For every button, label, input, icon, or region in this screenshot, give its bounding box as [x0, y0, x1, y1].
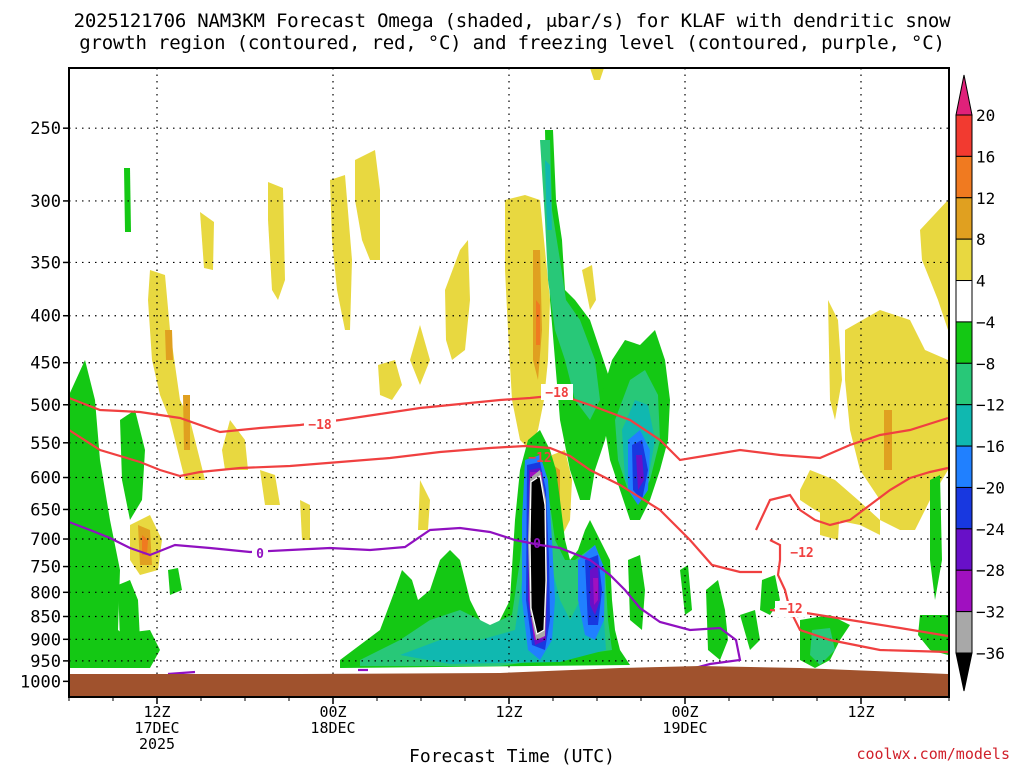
- x-tick-label: 00Z: [671, 703, 698, 721]
- y-tick-label: 1000: [20, 672, 61, 692]
- colorbar-segment: [955, 321, 973, 364]
- colorbar-label: 12: [976, 189, 995, 208]
- colorbar-label: 20: [976, 106, 995, 125]
- colorbar-label: −16: [976, 437, 1005, 456]
- y-tick-label: 900: [30, 630, 61, 650]
- colorbar-segment: [955, 280, 973, 323]
- contour-label-dgz-18-b: −18: [545, 386, 569, 401]
- contour-label-dgz-12-a: −12: [528, 451, 551, 466]
- contour-label-freezing-b: 0: [533, 537, 541, 552]
- y-tick-label: 600: [30, 469, 61, 489]
- chart-title-line2: growth region (contoured, red, °C) and f…: [79, 32, 945, 54]
- y-tick-label: 450: [30, 354, 61, 374]
- colorbar-segment: [955, 155, 973, 199]
- colorbar-segment: [955, 569, 973, 613]
- y-tick-label: 850: [30, 608, 61, 628]
- grid-lines: [69, 68, 949, 697]
- y-tick-label: 350: [30, 253, 61, 273]
- y-tick-label: 550: [30, 434, 61, 454]
- colorbar-label: 4: [976, 272, 986, 291]
- colorbar-segment: [955, 528, 973, 571]
- colorbar-segment: [955, 611, 973, 654]
- source-credit: coolwx.com/models: [856, 745, 1010, 763]
- y-tick-label: 750: [30, 558, 61, 578]
- colorbar-segment: [955, 445, 973, 488]
- contour-labels: −18 −18 −12 −12 −12 0 0: [252, 384, 818, 617]
- colorbar-label: −24: [976, 520, 1005, 539]
- y-tick-label: 300: [30, 192, 61, 212]
- colorbar-arrow-top: [955, 74, 973, 116]
- contour-label-dgz-12-c: −12: [779, 602, 802, 617]
- colorbar-label: −28: [976, 561, 1005, 580]
- x-tick-label: 00Z: [319, 703, 346, 721]
- contour-label-dgz-12-b: −12: [790, 546, 813, 561]
- colorbar-label: −20: [976, 478, 1005, 497]
- colorbar-segment: [955, 238, 973, 282]
- y-tick-label: 700: [30, 530, 61, 550]
- colorbar-label: 8: [976, 230, 986, 249]
- omega-shading: [69, 68, 948, 690]
- y-tick-label: 950: [30, 652, 61, 672]
- y-tick-label: 800: [30, 583, 61, 603]
- x-tick-label: 18DEC: [310, 719, 355, 737]
- colorbar-label: −12: [976, 396, 1005, 415]
- y-tick-label: 500: [30, 396, 61, 416]
- x-tick-label: 12Z: [495, 703, 522, 721]
- colorbar-label: −4: [976, 313, 995, 332]
- colorbar-segment: [955, 404, 973, 447]
- colorbar-segment: [955, 197, 973, 240]
- x-tick-label: 17DEC: [134, 719, 179, 737]
- colorbar-arrow-bottom: [955, 652, 973, 692]
- x-axis-title: Forecast Time (UTC): [409, 746, 615, 767]
- colorbar-label: −32: [976, 603, 1005, 622]
- y-tick-label: 650: [30, 500, 61, 520]
- x-tick-label: 19DEC: [662, 719, 707, 737]
- colorbar-label: 16: [976, 147, 995, 166]
- omega-colorbar: 20 16 12 8 4 −4 −8 −12 −16 −20 −24 −28 −32 −36: [955, 74, 1005, 692]
- contour-label-dgz-18-a: −18: [308, 418, 332, 433]
- x-tick-label: 2025: [139, 735, 175, 753]
- y-tick-label: 250: [30, 119, 61, 139]
- y-tick-label: 400: [30, 307, 61, 327]
- colorbar-label: −36: [976, 644, 1005, 663]
- y-axis: 2503003504004505005506006507007508008509…: [20, 119, 69, 692]
- chart-title-line1: 2025121706 NAM3KM Forecast Omega (shaded…: [73, 10, 951, 32]
- colorbar-label: −8: [976, 354, 995, 373]
- colorbar-segment: [955, 114, 973, 157]
- x-tick-label: 12Z: [847, 703, 874, 721]
- x-tick-label: 12Z: [143, 703, 170, 721]
- colorbar-segment: [955, 362, 973, 406]
- contour-label-freezing-a: 0: [256, 547, 264, 562]
- colorbar-segment: [955, 486, 973, 530]
- terrain-below-ground: [69, 666, 948, 697]
